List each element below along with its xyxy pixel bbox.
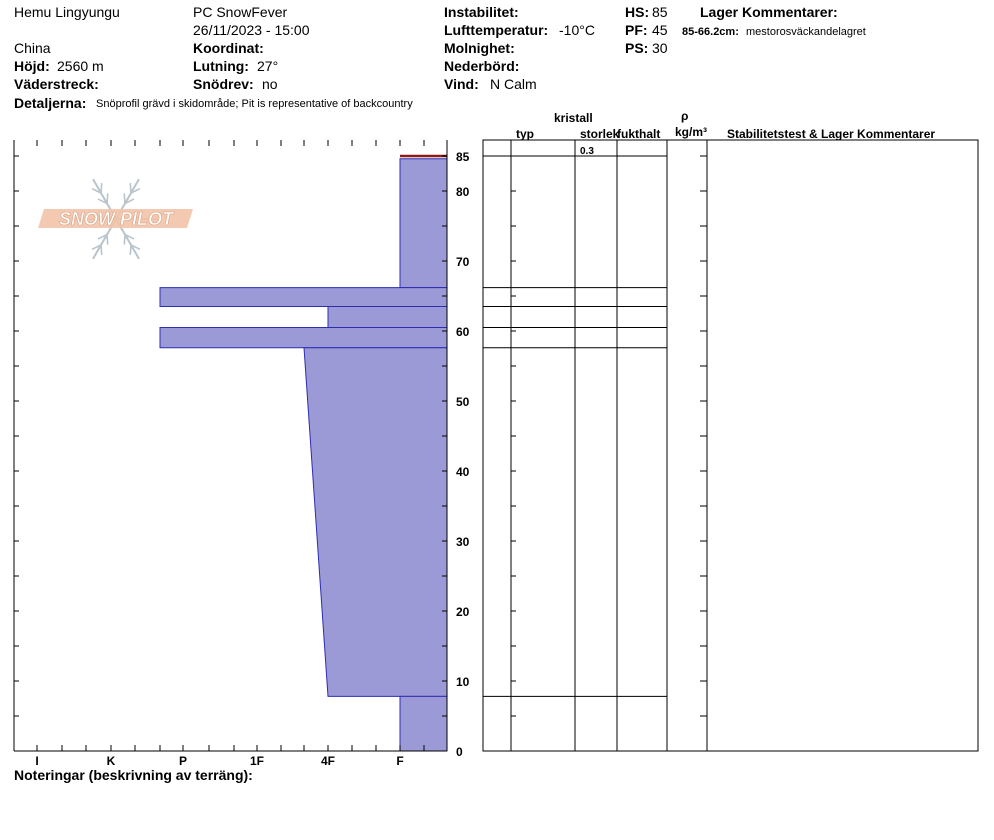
snowflake-branch bbox=[97, 198, 108, 205]
depth-label: 20 bbox=[456, 605, 470, 619]
hardness-label: P bbox=[179, 754, 187, 768]
depth-label: 60 bbox=[456, 325, 470, 339]
depth-label: 0 bbox=[456, 745, 463, 759]
snowflake-branch bbox=[100, 244, 103, 256]
precip-label: Nederbörd: bbox=[444, 58, 520, 74]
snowflake-branch bbox=[123, 193, 126, 204]
layer-comments-title: Lager Kommentarer: bbox=[700, 4, 838, 20]
depth-label: 40 bbox=[456, 465, 470, 479]
aspect-label: Väderstreck: bbox=[14, 76, 99, 92]
depth-label: 70 bbox=[456, 255, 470, 269]
air-temp-value: -10°C bbox=[559, 22, 595, 38]
wind-loading-label: Snödrev: bbox=[193, 76, 254, 92]
hardness-label: 4F bbox=[321, 754, 335, 768]
snowpilot-logo: SNOW PILOT bbox=[38, 178, 193, 260]
depth-label: 30 bbox=[456, 535, 470, 549]
hs-value: 85 bbox=[652, 4, 668, 20]
hardness-label: K bbox=[107, 754, 116, 768]
pf-label: PF: bbox=[625, 22, 648, 38]
hardness-layer-4 bbox=[159, 327, 448, 349]
snowflake-branch bbox=[124, 233, 135, 240]
depth-label: 85 bbox=[456, 150, 470, 164]
layer-table-frame bbox=[482, 139, 979, 752]
snowflake-branch bbox=[91, 187, 102, 194]
snowflake-branch bbox=[124, 198, 135, 205]
snowflake-branch bbox=[129, 182, 132, 194]
depth-label: 50 bbox=[456, 395, 470, 409]
slope-label: Lutning: bbox=[193, 58, 249, 74]
depth-label: 10 bbox=[456, 675, 470, 689]
hardness-layer-1 bbox=[399, 158, 448, 289]
hardness-label: 1F bbox=[250, 754, 264, 768]
col-size-header: storlek bbox=[580, 127, 620, 141]
layer-comment-range: 85-66.2cm: bbox=[682, 26, 739, 38]
details-label: Detaljerna: bbox=[14, 95, 87, 111]
slope-value: 27° bbox=[257, 58, 279, 74]
hardness-layer-2 bbox=[159, 287, 448, 307]
terrain-notes-label: Noteringar (beskrivning av terräng): bbox=[14, 767, 253, 783]
crystal-size-value: 0.3 bbox=[580, 146, 594, 157]
ps-label: PS: bbox=[625, 40, 649, 56]
snowflake-branch bbox=[123, 234, 126, 245]
observation-datetime: 26/11/2023 - 15:00 bbox=[193, 22, 310, 38]
snowflake-branch bbox=[106, 193, 109, 204]
ps-value: 30 bbox=[652, 40, 668, 56]
hardness-layer-3 bbox=[327, 306, 448, 328]
country: China bbox=[14, 40, 51, 56]
elevation-label: Höjd: bbox=[14, 58, 50, 74]
col-stability-header: Stabilitetstest & Lager Kommentarer bbox=[727, 127, 936, 141]
col-type-header: typ bbox=[516, 127, 534, 141]
hardness-label: I bbox=[35, 754, 38, 768]
air-temp-label: Lufttemperatur: bbox=[444, 22, 549, 38]
details-value: Snöprofil grävd i skidområde; Pit is rep… bbox=[96, 98, 413, 110]
col-crystal-header: kristall bbox=[554, 111, 593, 125]
hs-label: HS: bbox=[625, 4, 650, 20]
logo-banner bbox=[38, 209, 193, 228]
sky-label: Molnighet: bbox=[444, 40, 515, 56]
snowflake-branch bbox=[106, 234, 109, 245]
snowflake-branch bbox=[91, 244, 102, 251]
snowflake-branch bbox=[129, 244, 132, 256]
col-rho-header: ρ bbox=[681, 109, 689, 123]
snowflake-branch bbox=[97, 233, 108, 240]
pf-value: 45 bbox=[652, 22, 668, 38]
logo-text: SNOW PILOT bbox=[59, 209, 175, 229]
wind-label: Vind: bbox=[444, 76, 479, 92]
hardness-label: F bbox=[396, 754, 403, 768]
hardness-layer-6 bbox=[399, 695, 448, 752]
elevation-value: 2560 m bbox=[57, 58, 104, 74]
wind-loading-value: no bbox=[262, 76, 278, 92]
snowflake-branch bbox=[100, 182, 103, 194]
snowflake-branch bbox=[130, 187, 141, 194]
coordinate-label: Koordinat: bbox=[193, 40, 264, 56]
group-name: PC SnowFever bbox=[193, 4, 288, 20]
wind-value: N Calm bbox=[490, 76, 537, 92]
col-density-unit: kg/m³ bbox=[675, 125, 708, 139]
instability-label: Instabilitet: bbox=[444, 4, 519, 20]
snowflake-branch bbox=[130, 244, 141, 251]
col-moisture-header: fukthalt bbox=[617, 127, 661, 141]
depth-label: 80 bbox=[456, 185, 470, 199]
layer-comment-text: mestorosväckandelagret bbox=[746, 26, 866, 38]
hardness-layer-5 bbox=[303, 347, 448, 697]
observer-name: Hemu Lingyungu bbox=[14, 4, 120, 20]
